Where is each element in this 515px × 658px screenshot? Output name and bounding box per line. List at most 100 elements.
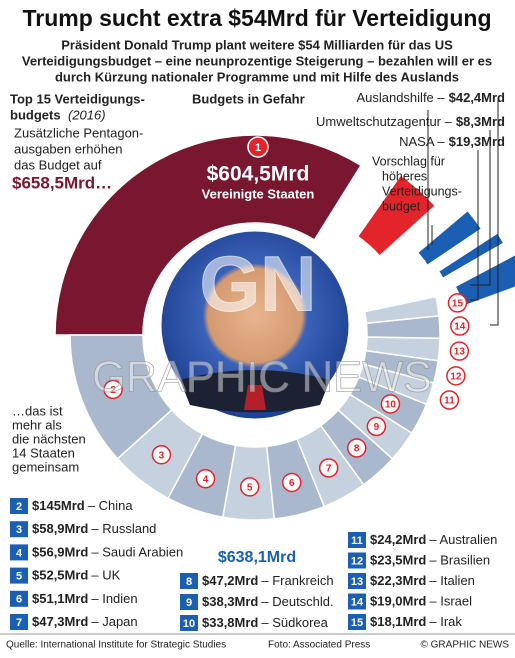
- subtitle-line: durch Kürzung nationaler Programme und m…: [55, 69, 459, 84]
- rank-box: [348, 573, 366, 589]
- rank-box: [180, 573, 198, 589]
- rank-number: 9: [186, 597, 192, 609]
- country-item: $52,5Mrd – UK: [32, 568, 121, 583]
- usa-amount: $604,5Mrd: [207, 163, 310, 186]
- rank-badge: [439, 390, 460, 410]
- country-item: $47,3Mrd – Japan: [32, 614, 138, 629]
- country-name: – Deutschld.: [261, 594, 333, 609]
- rank-badge: [450, 316, 470, 336]
- rank-number: 8: [354, 444, 360, 455]
- rank-number: 12: [351, 555, 363, 567]
- cut-amount: $19,3Mrd: [449, 134, 505, 149]
- top-label: Top 15 Verteidigungs-: [10, 91, 145, 106]
- country-amount: $22,3Mrd: [370, 573, 426, 588]
- rank-box: [348, 552, 366, 569]
- proposal-note: Verteidigungs-: [382, 184, 462, 198]
- rank-number: 9: [374, 422, 380, 433]
- cut-name: Umweltschutzagentur –: [316, 114, 453, 129]
- country-item: $145Mrd – China: [32, 498, 133, 513]
- pentagon-note: das Budget auf: [14, 157, 102, 172]
- country-name: – Israel: [429, 594, 472, 609]
- rank-number: 10: [385, 400, 397, 411]
- cut-name: NASA –: [399, 134, 445, 149]
- rank-box: [180, 594, 198, 610]
- rank-box: [10, 567, 28, 584]
- rank-number: 12: [450, 372, 462, 383]
- rank-box: [10, 521, 28, 538]
- rank-number: 14: [454, 322, 466, 333]
- country-amount: $145Mrd: [32, 498, 85, 513]
- rank-badge: [449, 341, 470, 361]
- usa-name: Vereinigte Staaten: [202, 186, 315, 201]
- rank-box: [348, 532, 366, 548]
- footer-photo: Foto: Associated Press: [268, 640, 370, 651]
- country-amount: $23,5Mrd: [370, 553, 426, 568]
- country-segment: [69, 334, 173, 460]
- country-name: – Indien: [91, 591, 137, 606]
- title: Trump sucht extra $54Mrd für Verteidigun…: [22, 5, 491, 31]
- country-name: – Japan: [91, 614, 137, 629]
- rank-badge: [103, 379, 123, 400]
- country-amount: $47,2Mrd: [202, 573, 258, 588]
- country-amount: $24,2Mrd: [370, 532, 426, 547]
- country-amount: $51,1Mrd: [32, 591, 88, 606]
- rank-number: 7: [326, 464, 332, 475]
- rank-number: 15: [351, 617, 363, 629]
- country-name: – Südkorea: [261, 615, 328, 630]
- others-note: 14 Staaten: [12, 445, 75, 460]
- country-name: – Frankreich: [261, 573, 333, 588]
- cut-amount: $8,3Mrd: [456, 114, 505, 129]
- rank-number: 4: [16, 547, 23, 559]
- rank-badge: [195, 468, 216, 489]
- rank-box: [10, 544, 28, 561]
- rank-number: 3: [159, 450, 165, 461]
- country-name: – UK: [91, 568, 120, 583]
- rank-number: 3: [16, 524, 22, 536]
- country-name: – Italien: [429, 573, 475, 588]
- usa-segment: [54, 134, 363, 336]
- country-name: – Saudi Arabien: [91, 545, 183, 560]
- rank-box: [180, 615, 198, 631]
- rank-badge: [346, 438, 367, 458]
- country-amount: $18,1Mrd: [370, 614, 426, 629]
- extra-amount: $54Mrd: [374, 258, 427, 275]
- subtitle-line: Verteidigungsbudget – eine neunprozentig…: [22, 53, 492, 68]
- country-item: $56,9Mrd – Saudi Arabien: [32, 545, 183, 560]
- rank-number: 5: [247, 483, 253, 494]
- country-name: – Brasilien: [429, 553, 490, 568]
- country-item: $18,1Mrd – Irak: [370, 614, 462, 629]
- top-label-year: (2016): [68, 107, 106, 122]
- photo: [158, 228, 352, 422]
- watermark-logo: GN: [200, 240, 317, 328]
- rank-badge: [318, 458, 339, 478]
- others-note: gemeinsam: [12, 459, 79, 474]
- cut-item: Auslandshilfe – $42,4Mrd: [356, 90, 505, 105]
- country-item: $58,9Mrd – Russland: [32, 522, 156, 537]
- rank-badge: [247, 136, 269, 158]
- country-name: – Australien: [429, 532, 497, 547]
- cut-segment: [417, 210, 482, 266]
- proposal-note: budget: [382, 199, 421, 213]
- country-amount: $33,8Mrd: [202, 615, 258, 630]
- rank-number: 2: [110, 385, 116, 396]
- country-item: $23,5Mrd – Brasilien: [370, 553, 490, 568]
- rank-badge: [447, 293, 468, 313]
- country-amount: $52,5Mrd: [32, 568, 88, 583]
- rank-box: [10, 498, 28, 514]
- leader-line: [470, 150, 479, 301]
- rank-badge: [151, 445, 172, 465]
- country-segment: [363, 295, 440, 325]
- proposal-note: höheres: [382, 169, 427, 183]
- rank-badge: [239, 477, 260, 497]
- leader-line: [490, 100, 499, 326]
- rank-number: 11: [444, 396, 455, 407]
- extra-segment: [356, 174, 437, 258]
- rank-number: 14: [351, 596, 364, 608]
- country-amount: $38,3Mrd: [202, 594, 258, 609]
- rank-box: [348, 593, 366, 610]
- leader-line: [470, 130, 491, 286]
- rank-number: 2: [16, 501, 22, 513]
- country-item: $22,3Mrd – Italien: [370, 573, 475, 588]
- cut-item: NASA – $19,3Mrd: [399, 134, 505, 149]
